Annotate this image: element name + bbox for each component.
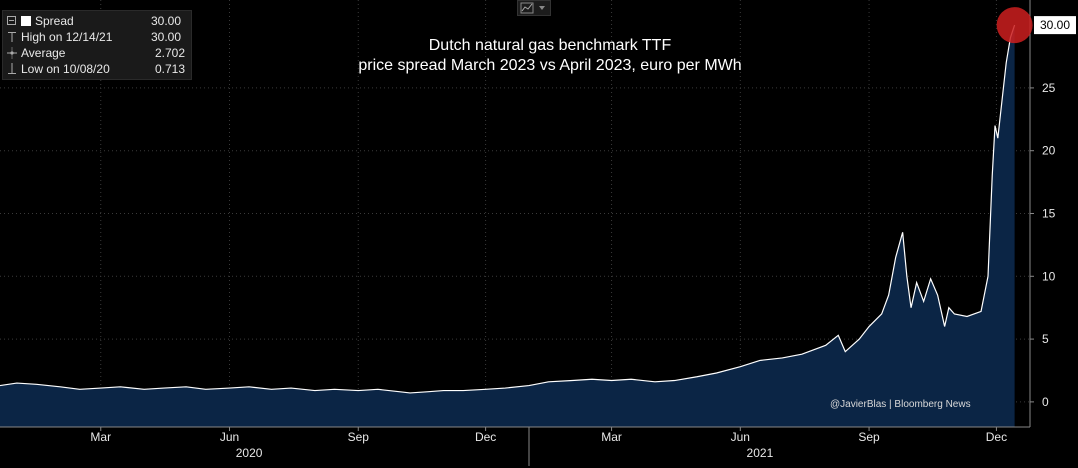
legend-label: High on 12/14/21 <box>21 30 113 44</box>
low-marker-icon <box>8 63 16 74</box>
last-value-box <box>1034 16 1076 35</box>
year-label: 2020 <box>236 446 263 460</box>
source-watermark: @JavierBlas | Bloomberg News <box>830 399 971 410</box>
chart-type-toolbar-icon[interactable] <box>517 0 551 16</box>
series-color-swatch-icon <box>21 16 31 26</box>
x-tick-label: Sep <box>348 430 370 444</box>
x-tick-label: Jun <box>220 430 239 444</box>
y-tick-label: 0 <box>1042 395 1049 409</box>
marker-layer: 30.00 <box>996 7 1076 44</box>
y-tick-label: 25 <box>1042 81 1056 95</box>
axis-layer: 0 5 10 15 20 25 Mar Jun Sep Dec Mar Jun Sep Dec 2020 20… <box>0 0 1056 466</box>
area-layer <box>0 24 1016 428</box>
y-tick-label: 10 <box>1042 269 1056 283</box>
legend-row-average: Average 2.702 <box>3 45 191 61</box>
collapse-square-icon[interactable] <box>7 15 17 27</box>
chart-title-line-2: price spread March 2023 vs April 2023, e… <box>358 57 742 74</box>
spread-line <box>0 24 1016 394</box>
high-point-marker <box>996 7 1033 44</box>
chart-title: Dutch natural gas benchmark TTF price sp… <box>300 36 800 76</box>
y-tick-label: 15 <box>1042 207 1056 221</box>
legend-label: Spread <box>35 14 74 28</box>
legend-label: Average <box>21 46 66 60</box>
x-tick-label: Mar <box>601 430 622 444</box>
legend-row-high: High on 12/14/21 30.00 <box>3 29 191 45</box>
y-tick-label: 20 <box>1042 144 1056 158</box>
high-marker-icon <box>8 32 16 42</box>
legend-row-low: Low on 10/08/20 0.713 <box>3 61 191 77</box>
legend-value: 30.00 <box>150 30 181 44</box>
legend-value: 30.00 <box>150 14 181 28</box>
last-value-label: 30.00 <box>1040 18 1070 32</box>
average-marker-icon <box>7 47 17 59</box>
chart-title-line-1: Dutch natural gas benchmark TTF <box>428 37 672 54</box>
x-tick-label: Jun <box>731 430 750 444</box>
x-tick-label: Mar <box>90 430 111 444</box>
legend: Spread 30.00 High on 12/14/21 30.00 Aver… <box>2 10 192 80</box>
legend-value: 0.713 <box>154 62 185 76</box>
x-tick-label: Dec <box>475 430 496 444</box>
legend-label: Low on 10/08/20 <box>21 62 110 76</box>
x-tick-label: Sep <box>858 430 880 444</box>
legend-row-spread: Spread 30.00 <box>3 13 191 29</box>
legend-value: 2.702 <box>154 46 185 60</box>
y-tick-label: 5 <box>1042 332 1049 346</box>
spread-area <box>0 25 1015 428</box>
x-tick-label: Dec <box>986 430 1007 444</box>
year-label: 2021 <box>747 446 774 460</box>
